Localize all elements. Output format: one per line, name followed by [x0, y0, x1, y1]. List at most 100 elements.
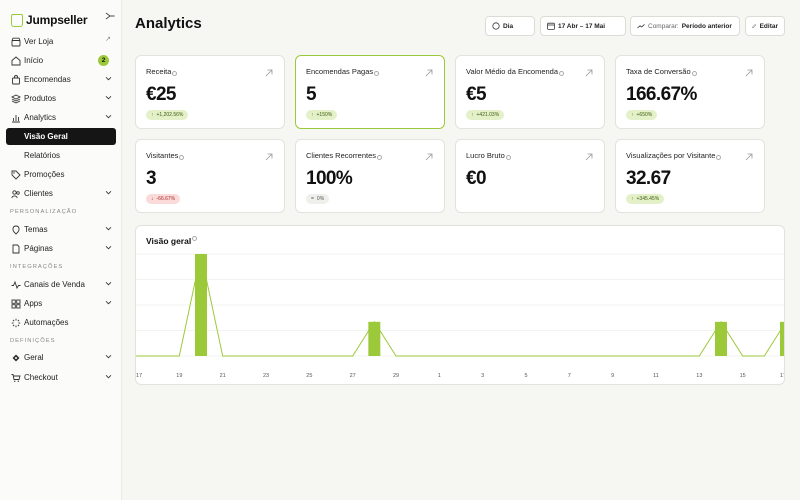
edit-button[interactable]: Editar: [745, 16, 785, 36]
sidebar-item-paginas[interactable]: Páginas: [6, 240, 116, 257]
series-line: [136, 253, 784, 357]
metric-label: Taxa de Conversão: [626, 67, 697, 76]
arrow-up-icon: ↑: [311, 112, 314, 118]
chevron-down-icon[interactable]: [104, 74, 113, 83]
x-tick-label: 11: [653, 373, 659, 379]
info-icon: [377, 155, 383, 160]
chevron-down-icon[interactable]: [104, 352, 113, 361]
chart-bar[interactable]: [195, 254, 207, 356]
open-report-arrow-icon[interactable]: [424, 149, 434, 161]
equals-icon: =: [311, 196, 314, 202]
overview-chart: 17 19 21 23 25 27 29 1 3 5 7 9 11 13 15 17 Visão geral: [135, 225, 785, 385]
chart-bar[interactable]: [368, 321, 381, 356]
date-range-label: 17 Abr – 17 Mai: [558, 22, 606, 30]
metric-value: €25: [146, 84, 177, 105]
sidebar-item-promocoes[interactable]: Promoções: [6, 166, 116, 183]
open-report-arrow-icon[interactable]: [744, 149, 754, 161]
chevron-down-icon[interactable]: [104, 188, 113, 197]
metric-card[interactable]: Visitantes 3 ↓ -66.67%: [135, 139, 285, 213]
sidebar-item-produtos[interactable]: Produtos: [6, 90, 116, 107]
arrow-up-icon: ↑: [151, 112, 154, 118]
sidebar-item-canais[interactable]: Canais de Venda: [6, 276, 116, 293]
metric-label: Valor Médio da Encomenda: [466, 67, 564, 76]
sidebar-item-label: Clientes: [24, 189, 53, 198]
metric-card[interactable]: Lucro Bruto €0: [455, 139, 605, 213]
chart-bar[interactable]: [780, 321, 785, 356]
info-icon: [172, 71, 178, 76]
chevron-down-icon[interactable]: [104, 372, 113, 381]
sidebar-item-apps[interactable]: Apps: [6, 295, 116, 312]
sidebar-item-ver-loja[interactable]: Ver Loja ↗: [6, 33, 116, 50]
granularity-button[interactable]: Dia: [485, 16, 535, 36]
sidebar-item-clientes[interactable]: Clientes: [6, 185, 116, 202]
chart-title: Visão geral: [146, 236, 198, 246]
chevron-down-icon[interactable]: [104, 279, 113, 288]
metric-label: Visualizações por Visitante: [626, 151, 722, 160]
sidebar-item-geral[interactable]: Geral: [6, 349, 116, 366]
sidebar-item-label: Encomendas: [24, 75, 71, 84]
compare-button[interactable]: Comparar: Período anterior: [630, 16, 740, 36]
change-badge: = 0%: [306, 194, 330, 204]
grid-icon: [11, 299, 21, 309]
open-report-arrow-icon[interactable]: [424, 65, 434, 77]
pulse-icon: [11, 280, 21, 290]
chevron-down-icon[interactable]: [104, 93, 113, 102]
arrow-up-icon: ↑: [471, 112, 474, 118]
metric-card[interactable]: Visualizações por Visitante 32.67 ↑ +345.45…: [615, 139, 765, 213]
open-report-arrow-icon[interactable]: [744, 65, 754, 77]
chart-bar[interactable]: [715, 321, 727, 356]
open-report-arrow-icon[interactable]: [584, 65, 594, 77]
cart-icon: [11, 373, 21, 383]
sidebar-item-automacoes[interactable]: Automações: [6, 314, 116, 331]
x-tick-label: 21: [220, 373, 226, 379]
tag-icon: [11, 170, 21, 180]
store-icon: [11, 37, 21, 47]
info-icon: [192, 236, 198, 241]
metric-value: 32.67: [626, 168, 671, 189]
sidebar-item-analytics[interactable]: Analytics: [6, 109, 116, 126]
sidebar: Jumpseller Ver Loja ↗ Início 2 Encomendas Pro…: [0, 0, 122, 500]
open-report-arrow-icon[interactable]: [264, 65, 274, 77]
chevron-down-icon[interactable]: [104, 224, 113, 233]
x-tick-label: 17: [136, 373, 142, 379]
sidebar-item-label: Automações: [24, 318, 69, 327]
x-tick-label: 1: [438, 373, 441, 379]
open-report-arrow-icon[interactable]: [264, 149, 274, 161]
sidebar-item-label: Checkout: [24, 373, 58, 382]
granularity-label: Dia: [503, 22, 514, 30]
x-tick-label: 7: [568, 373, 571, 379]
collapse-sidebar-icon[interactable]: [105, 11, 115, 24]
metric-card[interactable]: Encomendas Pagas 5 ↑ +150%: [295, 55, 445, 129]
chevron-down-icon[interactable]: [104, 243, 113, 252]
bag-icon: [11, 74, 21, 85]
chevron-down-icon[interactable]: [104, 298, 113, 307]
brand[interactable]: Jumpseller: [11, 13, 88, 27]
x-tick-label: 19: [176, 373, 182, 379]
sidebar-item-label: Promoções: [24, 170, 65, 179]
x-tick-label: 9: [611, 373, 614, 379]
chevron-down-icon[interactable]: [104, 112, 113, 121]
sidebar-item-relatorios[interactable]: Relatórios: [6, 147, 116, 164]
date-range-button[interactable]: 17 Abr – 17 Mai: [540, 16, 626, 36]
metric-card[interactable]: Valor Médio da Encomenda €5 ↑ +421.03%: [455, 55, 605, 129]
metric-card[interactable]: Receita €25 ↑ +1,202.56%: [135, 55, 285, 129]
calendar-icon: [547, 22, 555, 30]
sidebar-item-visao-geral[interactable]: Visão Geral: [6, 128, 116, 145]
metric-card[interactable]: Clientes Recorrentes 100% = 0%: [295, 139, 445, 213]
metric-card[interactable]: Taxa de Conversão 166.67% ↑ +650%: [615, 55, 765, 129]
change-badge: ↑ +650%: [626, 110, 658, 120]
sidebar-item-temas[interactable]: Temas: [6, 221, 116, 238]
arrow-up-icon: ↑: [631, 112, 634, 118]
change-badge: ↑ +345.45%: [626, 194, 665, 204]
home-icon: [11, 55, 21, 66]
metric-value: 5: [306, 84, 317, 105]
x-tick-label: 25: [306, 373, 312, 379]
change-badge: ↑ +150%: [306, 110, 338, 120]
sidebar-item-checkout[interactable]: Checkout: [6, 369, 116, 386]
metric-label: Encomendas Pagas: [306, 67, 380, 76]
sidebar-item-inicio[interactable]: Início 2: [6, 52, 116, 69]
info-icon: [559, 71, 564, 76]
open-report-arrow-icon[interactable]: [584, 149, 594, 161]
sidebar-item-encomendas[interactable]: Encomendas: [6, 71, 116, 88]
metric-label: Visitantes: [146, 151, 185, 160]
